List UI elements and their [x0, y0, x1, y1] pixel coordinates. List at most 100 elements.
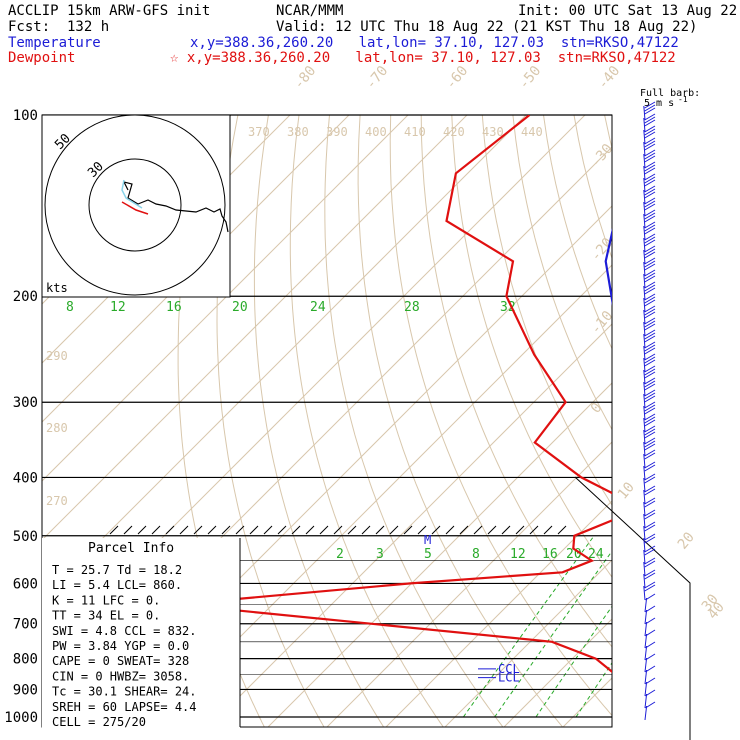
hatch-mark [431, 525, 441, 535]
parcel-box-bg [42, 538, 240, 728]
dry-adiabat-line [420, 115, 612, 648]
isotherm-line [619, 87, 740, 729]
wind-barb [643, 161, 656, 181]
theta-label: 430 [482, 125, 504, 139]
pressure-tick-label: 400 [13, 470, 38, 486]
pressure-tick-label: 200 [13, 289, 38, 305]
parcel-row: PW = 3.84 YGP = 0.0 [52, 639, 189, 653]
wind-barb [643, 377, 656, 397]
wind-barb [644, 701, 656, 721]
sounding-profiles [176, 115, 612, 674]
mixing-label-lower: 5 [424, 547, 432, 562]
wind-barb [643, 281, 656, 301]
wind-barb [644, 629, 656, 649]
mixing-ratio-line [639, 536, 740, 717]
theta-side-label: 270 [46, 494, 68, 508]
temperature-location: x,y=388.36,260.20 lat,lon= 37.10, 127.03… [190, 35, 679, 51]
hatch-mark [123, 525, 133, 535]
wind-barb [643, 497, 656, 517]
hatch-mark [221, 525, 231, 535]
wind-barb [643, 317, 656, 337]
hatch-mark [473, 525, 483, 535]
mixing-label-upper: 12 [110, 300, 126, 315]
wind-barb [643, 245, 656, 265]
mixing-label-upper: 8 [66, 300, 74, 315]
dewpoint-location-text: x,y=388.36,260.20 lat,lon= 37.10, 127.03… [186, 50, 676, 66]
isotherm-line [444, 559, 612, 727]
pressure-tick-label: 800 [13, 652, 38, 668]
parcel-row: TT = 34 EL = 0. [52, 609, 160, 623]
wind-barb [643, 521, 656, 541]
parcel-row: K = 11 LFC = 0. [52, 593, 160, 607]
mixing-ratio-line [677, 536, 740, 717]
pressure-tick-label: 300 [13, 395, 38, 411]
wind-barb [643, 353, 656, 373]
wind-barb [643, 533, 656, 553]
wind-barbs: Full barb:5 m s -1 [640, 88, 700, 721]
pressure-tick-label: 500 [13, 529, 38, 545]
wind-barb [643, 269, 656, 289]
dry-adiabat-line [451, 115, 612, 578]
hodograph-frame [41, 114, 231, 298]
mixing-label-lower: 12 [510, 547, 526, 562]
pressure-tick-label: 600 [13, 576, 38, 592]
hatch-mark [333, 525, 343, 535]
isotherm-line [385, 500, 612, 727]
wind-barb [643, 197, 656, 217]
model-title: ACCLIP 15km ARW-GFS init [8, 3, 211, 19]
dry-adiabat-line [289, 115, 444, 727]
theta-label: 380 [287, 125, 309, 139]
dry-adiabat-line [253, 115, 385, 727]
hatch-mark [459, 525, 469, 535]
hatch-mark [375, 525, 385, 535]
dry-adiabat-line [659, 88, 740, 730]
wind-barb [643, 545, 656, 565]
wind-barb [643, 137, 656, 157]
hatch-mark [487, 525, 497, 535]
init-time: Init: 00 UTC Sat 13 Aug 22 [518, 3, 738, 19]
isotherm-line [42, 115, 409, 482]
isotherm-label: 20 [675, 529, 698, 552]
parcel-row: CAPE = 0 SWEAT= 328 [52, 654, 189, 668]
forecast-hour: Fcst: 132 h [8, 19, 110, 35]
wind-barb [643, 365, 656, 385]
isotherm-label: -70 [363, 63, 392, 93]
wind-barb [644, 605, 656, 625]
mixing-ratio-lines [462, 535, 740, 718]
parcel-row: SWI = 4.8 CCL = 832. [52, 624, 197, 638]
mixing-label-lower: 24 [588, 547, 604, 562]
isotherm-line [149, 264, 612, 727]
hodograph-trace-lower [121, 201, 149, 215]
dewpoint-legend: Dewpoint [8, 50, 76, 66]
dry-adiabat-line [389, 115, 612, 717]
marker-ccl: CCL [498, 662, 520, 676]
hatch-mark [207, 525, 217, 535]
wind-barb [643, 581, 656, 601]
mixing-label-lower: 16 [542, 547, 558, 562]
wind-barb [643, 185, 656, 205]
wind-barb [643, 413, 656, 433]
dry-adiabat-line [718, 88, 740, 730]
mark-m: M [424, 533, 431, 547]
dry-adiabat-line [324, 115, 504, 727]
isotherm-line [208, 323, 612, 727]
mixing-label-upper: 16 [166, 300, 182, 315]
wind-barb [643, 173, 656, 193]
isotherm-line [678, 87, 740, 729]
parcel-title: Parcel Info [88, 541, 174, 556]
hatch-mark [305, 525, 315, 535]
wind-barb [643, 257, 656, 277]
wind-barb [643, 341, 656, 361]
wind-barb [643, 221, 656, 241]
isotherm-line [42, 115, 468, 541]
dry-adiabat-line [542, 115, 612, 350]
mixing-label-lower: 8 [472, 547, 480, 562]
parcel-row: T = 25.7 Td = 18.2 [52, 563, 182, 577]
hatch-mark [445, 525, 455, 535]
wind-barb [643, 557, 656, 577]
isotherm-label: 10 [615, 479, 638, 502]
wind-barb [644, 665, 656, 685]
isotherm-line [503, 618, 612, 727]
hatch-mark [361, 525, 371, 535]
mixing-label-upper: 20 [232, 300, 248, 315]
